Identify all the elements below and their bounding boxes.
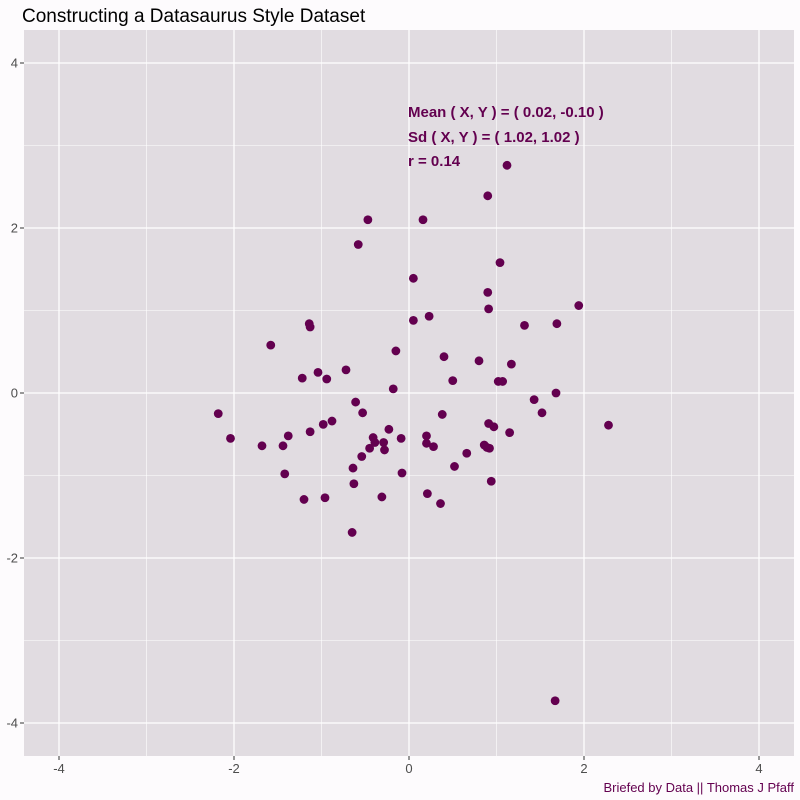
data-point — [297, 373, 307, 383]
data-point — [439, 352, 449, 362]
y-tick-label: 0 — [11, 386, 18, 401]
data-point — [437, 410, 447, 419]
data-point — [550, 696, 560, 706]
y-tick-label: -2 — [6, 551, 18, 566]
data-point — [408, 273, 418, 283]
data-point — [396, 433, 406, 443]
data-point — [483, 287, 493, 297]
x-tick-label: 4 — [755, 761, 762, 776]
data-point — [552, 319, 562, 329]
data-point — [502, 160, 512, 170]
data-point — [485, 443, 494, 453]
grid-lines — [24, 30, 794, 756]
data-point — [498, 377, 508, 386]
chart-title: Constructing a Datasaurus Style Dataset — [22, 6, 366, 27]
data-point — [322, 374, 332, 384]
data-point — [418, 215, 428, 225]
data-point — [384, 424, 394, 434]
data-point — [604, 420, 613, 430]
data-point — [422, 431, 431, 441]
data-point — [347, 528, 357, 537]
data-point — [349, 479, 359, 489]
chart-caption: Briefed by Data || Thomas J Pfaff — [603, 780, 794, 795]
data-point — [379, 438, 389, 447]
data-point — [283, 431, 293, 441]
data-point — [486, 476, 496, 486]
data-point — [377, 492, 387, 502]
data-point — [226, 433, 235, 443]
data-point — [408, 316, 418, 325]
data-point — [313, 367, 323, 377]
data-point — [436, 499, 445, 508]
data-point — [305, 427, 315, 437]
data-point — [529, 395, 539, 404]
data-point — [320, 493, 330, 503]
y-tick-label: 2 — [11, 221, 18, 236]
data-point — [388, 384, 398, 394]
data-point — [537, 408, 547, 418]
stat-correlation: r = 0.14 — [408, 153, 461, 170]
data-point — [484, 304, 494, 314]
data-point — [266, 340, 276, 350]
x-tick-label: -2 — [228, 761, 240, 776]
data-point — [397, 468, 407, 478]
data-point — [280, 469, 290, 479]
data-point — [357, 452, 367, 461]
data-point — [327, 416, 337, 426]
data-point — [462, 448, 472, 458]
data-point — [422, 438, 431, 448]
data-point — [520, 320, 529, 330]
x-tick-label: 0 — [405, 761, 412, 776]
data-point — [474, 356, 484, 366]
data-point — [489, 422, 499, 432]
x-tick-label: -4 — [53, 761, 65, 776]
data-point — [358, 408, 368, 418]
data-point — [429, 442, 438, 452]
data-point — [353, 240, 363, 249]
y-tick-label: -4 — [6, 716, 18, 731]
data-point — [380, 445, 389, 455]
stat-mean: Mean ( X, Y ) = ( 0.02, -0.10 ) — [408, 104, 604, 121]
data-point — [318, 419, 328, 429]
data-point — [506, 359, 516, 369]
data-point — [363, 215, 373, 225]
data-point — [370, 438, 380, 447]
data-point — [257, 441, 267, 451]
data-point — [483, 191, 493, 201]
data-point — [341, 365, 351, 375]
data-point — [424, 311, 434, 321]
stat-sd: Sd ( X, Y ) = ( 1.02, 1.02 ) — [408, 129, 580, 146]
data-point — [213, 409, 223, 419]
x-tick-label: 2 — [580, 761, 587, 776]
data-point — [278, 441, 288, 451]
data-point — [299, 495, 309, 504]
data-point — [365, 443, 375, 453]
data-points — [213, 160, 613, 706]
data-point — [574, 301, 584, 310]
data-point — [495, 258, 505, 268]
stats-annotation: Mean ( X, Y ) = ( 0.02, -0.10 ) Sd ( X, … — [408, 104, 604, 170]
data-point — [422, 489, 432, 499]
axis-ticks: -4 -2 0 2 4 -4 -2 0 2 4 — [6, 56, 762, 777]
data-point — [505, 428, 515, 437]
y-tick-label: 4 — [11, 56, 18, 71]
data-point — [450, 462, 459, 471]
data-point — [348, 463, 358, 473]
data-point — [448, 376, 458, 386]
data-point — [391, 346, 401, 356]
data-point — [305, 322, 315, 332]
data-point — [351, 397, 361, 407]
data-point — [551, 388, 561, 398]
